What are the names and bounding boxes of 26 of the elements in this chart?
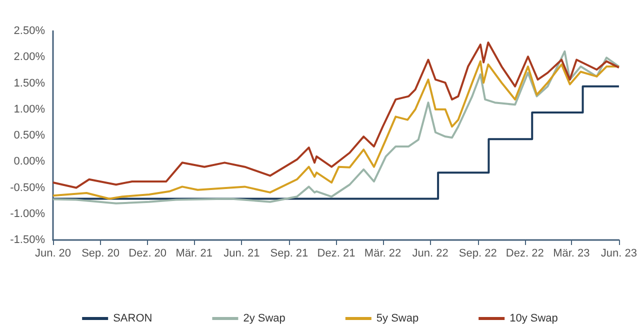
legend-label: 10y Swap (510, 312, 558, 324)
x-tick-label: Jun. 20 (34, 248, 72, 260)
x-tick-label: Jun. 22 (412, 248, 448, 260)
x-tick-label: Dez. 21 (317, 248, 356, 260)
y-tick-label: -1.00% (10, 208, 46, 220)
y-tick-label: 0.00% (14, 156, 46, 168)
x-tick-label: Mär. 22 (364, 248, 402, 260)
x-tick-label: Sep. 21 (270, 248, 308, 260)
x-tick-label: Mär. 23 (553, 248, 590, 260)
legend-label: SARON (113, 312, 152, 324)
x-tick-label: Mär. 21 (176, 248, 212, 260)
y-tick-label: -1.50% (10, 234, 46, 246)
y-tick-label: 2.00% (14, 51, 46, 64)
legend-label: 5y Swap (376, 312, 419, 324)
x-tick-label: Dez. 22 (506, 248, 544, 260)
y-tick-label: 2.50% (14, 25, 46, 37)
y-tick-label: 1.00% (14, 103, 46, 116)
y-tick-label: -0.50% (10, 182, 46, 194)
y-tick-label: 1.50% (14, 77, 46, 90)
legend-label: 2y Swap (243, 312, 286, 324)
y-tick-label: 0.50% (14, 130, 46, 142)
x-tick-label: Jun. 23 (600, 248, 638, 260)
x-tick-label: Jun. 21 (224, 248, 260, 260)
x-tick-label: Dez. 20 (128, 248, 167, 260)
x-tick-label: Sep. 20 (82, 248, 120, 260)
x-tick-label: Sep. 22 (458, 248, 497, 260)
